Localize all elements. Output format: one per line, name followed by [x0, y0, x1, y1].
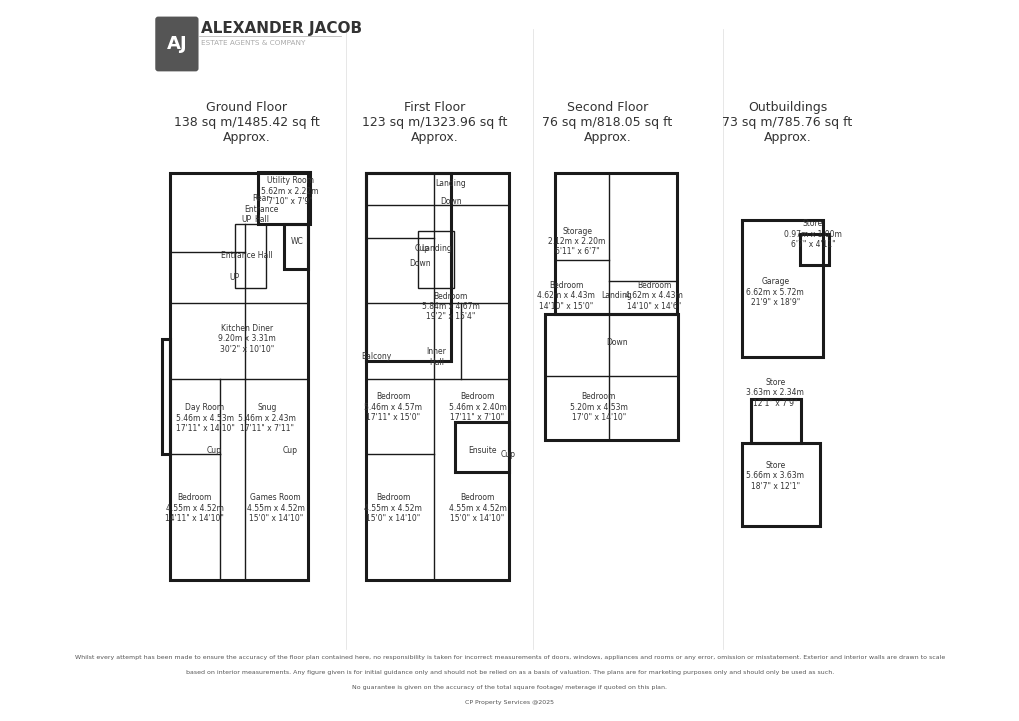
- Text: Store
5.66m x 3.63m
18'7" x 12'1": Store 5.66m x 3.63m 18'7" x 12'1": [746, 461, 804, 491]
- Text: Bedroom
4.62m x 4.43m
14'10" x 14'6": Bedroom 4.62m x 4.43m 14'10" x 14'6": [625, 280, 683, 311]
- Text: CP Property Services @2025: CP Property Services @2025: [465, 700, 554, 705]
- Text: Bedroom
5.46m x 2.40m
17'11" x 7'10": Bedroom 5.46m x 2.40m 17'11" x 7'10": [448, 392, 506, 423]
- Text: Down: Down: [409, 259, 430, 267]
- Text: Ground Floor
138 sq m/1485.42 sq ft
Approx.: Ground Floor 138 sq m/1485.42 sq ft Appr…: [174, 101, 319, 144]
- Bar: [418, 231, 453, 288]
- Text: Games Room
4.55m x 4.52m
15'0" x 14'10": Games Room 4.55m x 4.52m 15'0" x 14'10": [247, 493, 305, 523]
- Text: Balcony: Balcony: [361, 353, 391, 361]
- Text: Bedroom
4.62m x 4.43m
14'10" x 15'0": Bedroom 4.62m x 4.43m 14'10" x 15'0": [537, 280, 595, 311]
- Text: Second Floor
76 sq m/818.05 sq ft
Approx.: Second Floor 76 sq m/818.05 sq ft Approx…: [542, 101, 672, 144]
- Text: Inner
Hall: Inner Hall: [426, 348, 446, 366]
- Bar: [742, 443, 819, 526]
- Text: Ensuite: Ensuite: [468, 446, 496, 455]
- Bar: [234, 224, 266, 288]
- Bar: [284, 224, 308, 269]
- Text: Cup: Cup: [282, 446, 298, 455]
- Text: WC: WC: [290, 237, 304, 246]
- Text: Bedroom
5.46m x 4.57m
17'11" x 15'0": Bedroom 5.46m x 4.57m 17'11" x 15'0": [364, 392, 422, 423]
- Text: Cup: Cup: [500, 450, 516, 459]
- Text: Rear
Entrance
Hall: Rear Entrance Hall: [244, 194, 278, 224]
- Text: Snug
5.46m x 2.43m
17'11" x 7'11": Snug 5.46m x 2.43m 17'11" x 7'11": [237, 403, 296, 433]
- Text: Bedroom
5.84m x 4.67m
19'2" x 15'4": Bedroom 5.84m x 4.67m 19'2" x 15'4": [422, 291, 479, 322]
- Bar: [799, 234, 827, 265]
- Bar: [169, 173, 308, 580]
- Text: Bedroom
5.20m x 4.53m
17'0" x 14'10": Bedroom 5.20m x 4.53m 17'0" x 14'10": [570, 392, 627, 423]
- Bar: [454, 422, 508, 472]
- Text: Landing: Landing: [601, 291, 632, 300]
- Bar: [750, 399, 801, 443]
- Text: Kitchen Diner
9.20m x 3.31m
30'2" x 10'10": Kitchen Diner 9.20m x 3.31m 30'2" x 10'1…: [218, 324, 275, 354]
- Text: Bedroom
4.55m x 4.52m
14'11" x 14'10": Bedroom 4.55m x 4.52m 14'11" x 14'10": [165, 493, 224, 523]
- Text: Day Room
5.46m x 4.53m
17'11" x 14'10": Day Room 5.46m x 4.53m 17'11" x 14'10": [175, 403, 234, 433]
- Text: Entrance Hall: Entrance Hall: [221, 252, 272, 260]
- Text: Whilst every attempt has been made to ensure the accuracy of the floor plan cont: Whilst every attempt has been made to en…: [74, 655, 945, 660]
- Text: ESTATE AGENTS & COMPANY: ESTATE AGENTS & COMPANY: [201, 40, 306, 46]
- Bar: [554, 173, 677, 314]
- Text: Landing: Landing: [435, 180, 466, 188]
- Text: Down: Down: [439, 198, 462, 206]
- Bar: [162, 339, 169, 454]
- Bar: [366, 173, 450, 360]
- Text: UP: UP: [229, 273, 239, 282]
- Text: Outbuildings
73 sq m/785.76 sq ft
Approx.: Outbuildings 73 sq m/785.76 sq ft Approx…: [721, 101, 852, 144]
- Text: First Floor
123 sq m/1323.96 sq ft
Approx.: First Floor 123 sq m/1323.96 sq ft Appro…: [362, 101, 506, 144]
- Bar: [544, 314, 678, 440]
- Text: based on interior measurements. Any figure given is for initial guidance only an: based on interior measurements. Any figu…: [185, 670, 834, 675]
- Text: ALEXANDER JACOB: ALEXANDER JACOB: [201, 22, 362, 36]
- Bar: [742, 220, 822, 357]
- Text: Store
3.63m x 2.34m
12'1" x 7'9": Store 3.63m x 2.34m 12'1" x 7'9": [746, 378, 803, 408]
- Text: Storage
2.12m x 2.20m
6'11" x 6'7": Storage 2.12m x 2.20m 6'11" x 6'7": [548, 226, 605, 257]
- Bar: [366, 173, 508, 580]
- Text: Cup: Cup: [414, 244, 429, 253]
- Text: Down: Down: [605, 338, 627, 347]
- Text: Bedroom
4.55m x 4.52m
15'0" x 14'10": Bedroom 4.55m x 4.52m 15'0" x 14'10": [448, 493, 506, 523]
- Text: Bedroom
4.55m x 4.52m
15'0" x 14'10": Bedroom 4.55m x 4.52m 15'0" x 14'10": [364, 493, 422, 523]
- Bar: [258, 172, 309, 224]
- Text: Utility Room
5.62m x 2.22m
7'10" x 7'9": Utility Room 5.62m x 2.22m 7'10" x 7'9": [261, 176, 319, 206]
- Text: UP: UP: [242, 216, 252, 224]
- FancyBboxPatch shape: [155, 17, 199, 71]
- Text: AJ: AJ: [166, 35, 187, 53]
- Text: Store
0.97m x 1.00m
6'7" x 4'11": Store 0.97m x 1.00m 6'7" x 4'11": [784, 219, 841, 249]
- Text: Garage
6.62m x 5.72m
21'9" x 18'9": Garage 6.62m x 5.72m 21'9" x 18'9": [746, 277, 803, 307]
- Text: Landing: Landing: [421, 244, 451, 253]
- Text: No guarantee is given on the accuracy of the total square footage/ meterage if q: No guarantee is given on the accuracy of…: [353, 685, 666, 690]
- Text: Cup: Cup: [207, 446, 222, 455]
